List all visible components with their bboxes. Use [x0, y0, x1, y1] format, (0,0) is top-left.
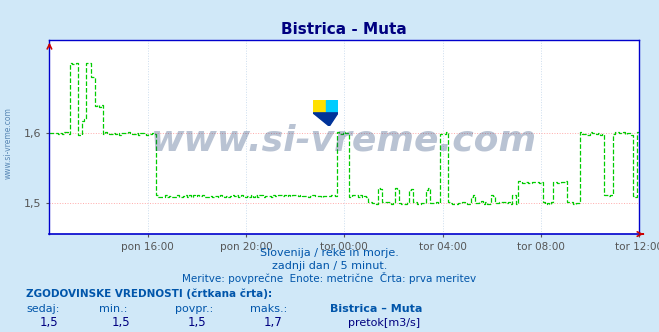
Text: 1,5: 1,5 — [40, 316, 58, 329]
Text: min.:: min.: — [99, 304, 127, 314]
Bar — [313, 100, 326, 113]
Bar — [326, 100, 338, 113]
Text: maks.:: maks.: — [250, 304, 288, 314]
Text: Slovenija / reke in morje.: Slovenija / reke in morje. — [260, 248, 399, 258]
Text: zadnji dan / 5 minut.: zadnji dan / 5 minut. — [272, 261, 387, 271]
Text: Bistrica – Muta: Bistrica – Muta — [330, 304, 422, 314]
Text: 1,7: 1,7 — [264, 316, 282, 329]
Text: 1,5: 1,5 — [112, 316, 130, 329]
Text: www.si-vreme.com: www.si-vreme.com — [152, 124, 537, 158]
Polygon shape — [313, 113, 338, 126]
Text: povpr.:: povpr.: — [175, 304, 213, 314]
Text: pretok[m3/s]: pretok[m3/s] — [348, 318, 420, 328]
Text: www.si-vreme.com: www.si-vreme.com — [3, 107, 13, 179]
Text: sedaj:: sedaj: — [26, 304, 60, 314]
Title: Bistrica - Muta: Bistrica - Muta — [281, 22, 407, 37]
Text: Meritve: povprečne  Enote: metrične  Črta: prva meritev: Meritve: povprečne Enote: metrične Črta:… — [183, 272, 476, 284]
Text: 1,5: 1,5 — [188, 316, 206, 329]
Text: ZGODOVINSKE VREDNOSTI (črtkana črta):: ZGODOVINSKE VREDNOSTI (črtkana črta): — [26, 289, 272, 299]
